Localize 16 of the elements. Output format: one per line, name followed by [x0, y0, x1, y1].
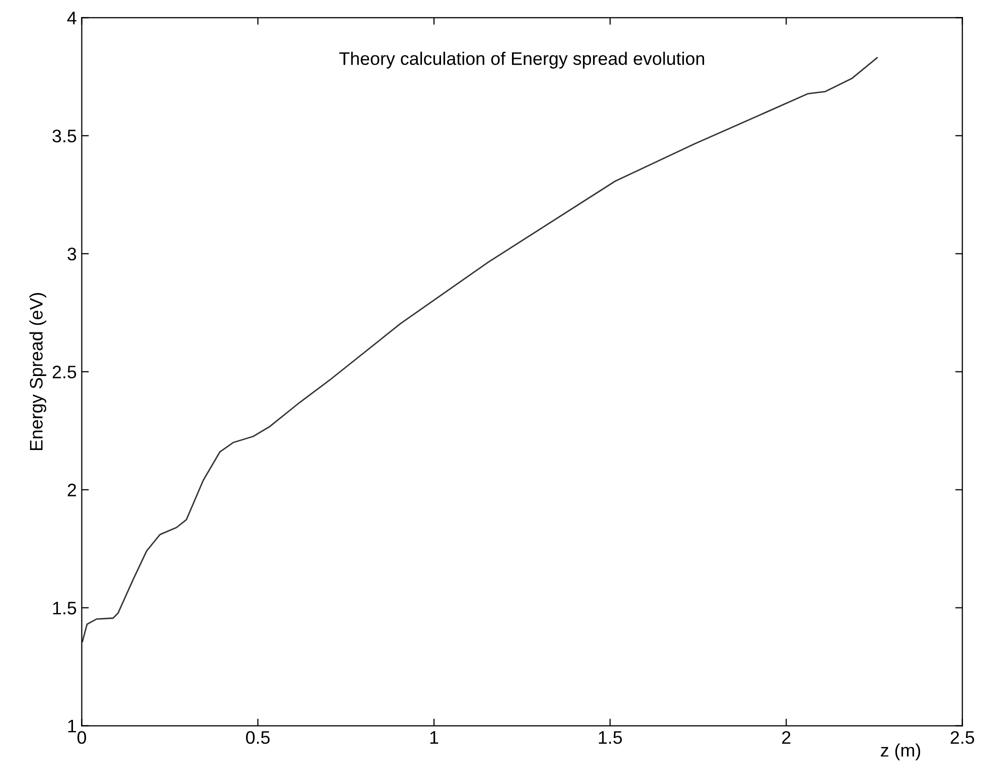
x-tick-label: 2 — [782, 731, 790, 744]
x-tick-label: 1 — [430, 731, 438, 744]
x-tick-label: 0 — [77, 731, 86, 744]
x-tick-label: 2.5 — [950, 731, 974, 744]
y-tick-label: 1.5 — [53, 602, 76, 614]
y-tick-label: 1 — [68, 720, 76, 732]
x-tick-label: 1.5 — [598, 731, 622, 744]
annotation: Theory calculation of Energy spread evolution — [339, 52, 704, 69]
y-tick-label: 2 — [68, 484, 76, 496]
y-tick-label: 3.5 — [52, 130, 76, 142]
y-tick-label: 2.5 — [52, 366, 76, 378]
y-axis-title: Energy Spread (eV) — [29, 293, 46, 450]
x-tick-label: 0.5 — [246, 731, 270, 744]
y-tick-label: 4 — [67, 12, 76, 24]
y-tick-label: 3 — [68, 248, 76, 260]
x-axis-title: z (m) — [880, 743, 920, 760]
